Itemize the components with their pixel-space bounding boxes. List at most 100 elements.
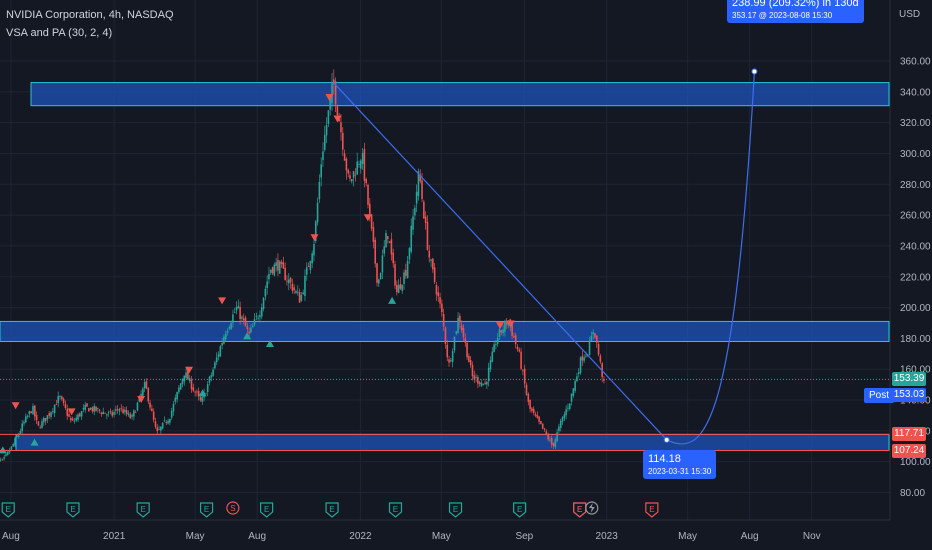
candle-body: [406, 260, 409, 278]
candle-body: [269, 269, 272, 273]
candle-body: [219, 346, 222, 357]
candle-body: [3, 457, 5, 459]
candle-body: [540, 420, 542, 424]
candle-body: [109, 411, 112, 412]
split-event-icon: S: [226, 501, 240, 515]
candle-body: [115, 409, 117, 411]
candle-body: [251, 325, 254, 328]
candle-body: [462, 327, 465, 338]
candle-body: [52, 410, 54, 412]
earnings-event-icon: E: [199, 502, 214, 518]
symbol-title[interactable]: NVIDIA Corporation, 4h, NASDAQ: [6, 9, 174, 21]
candle-body: [156, 427, 159, 432]
post-market-price-label: 153.03: [892, 387, 926, 402]
indicator-label[interactable]: VSA and PA (30, 2, 4): [6, 27, 113, 39]
candle-body: [282, 262, 285, 269]
candle-body: [597, 343, 600, 355]
candle-body: [142, 388, 144, 396]
candle-body: [71, 418, 74, 421]
candle-body: [178, 387, 180, 393]
candle-body: [522, 370, 524, 372]
candle-body: [320, 164, 322, 178]
candle-body: [250, 327, 252, 333]
candle-body: [113, 412, 115, 415]
y-axis-tick-label: 180.00: [900, 334, 931, 345]
candle-body: [62, 398, 65, 404]
projection-low-point: [663, 436, 670, 443]
earnings-event-icon: E: [1, 502, 15, 518]
projection-curve: [666, 71, 756, 445]
candle-body: [502, 329, 504, 334]
candle-body: [208, 376, 211, 383]
candle-body: [311, 253, 313, 264]
candle-body: [10, 446, 13, 450]
candle-body: [97, 408, 99, 410]
candle-body: [394, 264, 396, 286]
candle-body: [547, 434, 549, 440]
candle-body: [563, 414, 566, 419]
candle-body: [534, 414, 537, 416]
candle-body: [17, 434, 20, 437]
candle-body: [176, 391, 178, 400]
candle-body: [412, 216, 414, 230]
candle-body: [329, 97, 331, 110]
candle-body: [417, 171, 420, 196]
event-badge-outline: [645, 502, 659, 518]
candle-body: [469, 360, 472, 366]
event-badge-letter: E: [70, 505, 75, 514]
candle-body: [305, 267, 308, 275]
candle-body: [111, 412, 114, 416]
event-badge-outline: [1, 502, 15, 518]
candle-body: [313, 243, 315, 256]
candle-body: [257, 317, 259, 319]
candle-body: [527, 394, 530, 402]
candle-body: [300, 294, 303, 301]
y-axis-tick-label: 100.00: [900, 457, 931, 468]
candle-body: [253, 319, 256, 325]
candle-body: [511, 324, 513, 336]
earnings-event-icon: E: [388, 502, 403, 518]
candle-body: [91, 407, 94, 412]
candle-body: [61, 396, 63, 400]
x-axis-tick-label: Aug: [248, 531, 266, 542]
y-axis-tick-label: 260.00: [900, 211, 931, 222]
candle-body: [387, 236, 389, 239]
candle-body: [26, 415, 29, 418]
candle-body: [296, 291, 299, 293]
signal-markers: E E E E E E E E E ES E E: [0, 93, 659, 518]
candle-body: [194, 391, 196, 393]
x-axis-tick-label: 2021: [103, 531, 126, 542]
mid-zone: [0, 320, 890, 342]
candle-body: [293, 287, 295, 291]
candle-body: [302, 292, 304, 295]
candle-body: [410, 225, 413, 252]
candle-body: [255, 316, 258, 317]
candle-body: [432, 258, 434, 270]
candle-body: [286, 280, 288, 282]
candle-body: [50, 412, 52, 417]
candle-body: [266, 281, 268, 289]
candle-body: [14, 438, 16, 446]
candle-body: [415, 191, 418, 204]
candle-body: [228, 327, 231, 329]
buy-signal-marker: [265, 340, 274, 348]
candle-body: [77, 414, 79, 420]
candle-body: [471, 364, 474, 377]
candle-body: [523, 368, 526, 384]
event-badge-outline: [448, 502, 463, 518]
candle-body: [374, 239, 377, 264]
candle-body: [21, 423, 23, 432]
candle-body: [190, 379, 193, 390]
candle-body: [48, 413, 51, 416]
candle-body: [428, 250, 431, 258]
candle-body: [212, 369, 214, 376]
candle-body: [332, 79, 335, 85]
candle-body: [106, 414, 108, 416]
candle-body: [152, 411, 155, 420]
event-badge-outline: [513, 502, 527, 518]
candle-body: [352, 171, 355, 178]
candle-body: [151, 408, 153, 412]
candle-body: [129, 414, 132, 419]
